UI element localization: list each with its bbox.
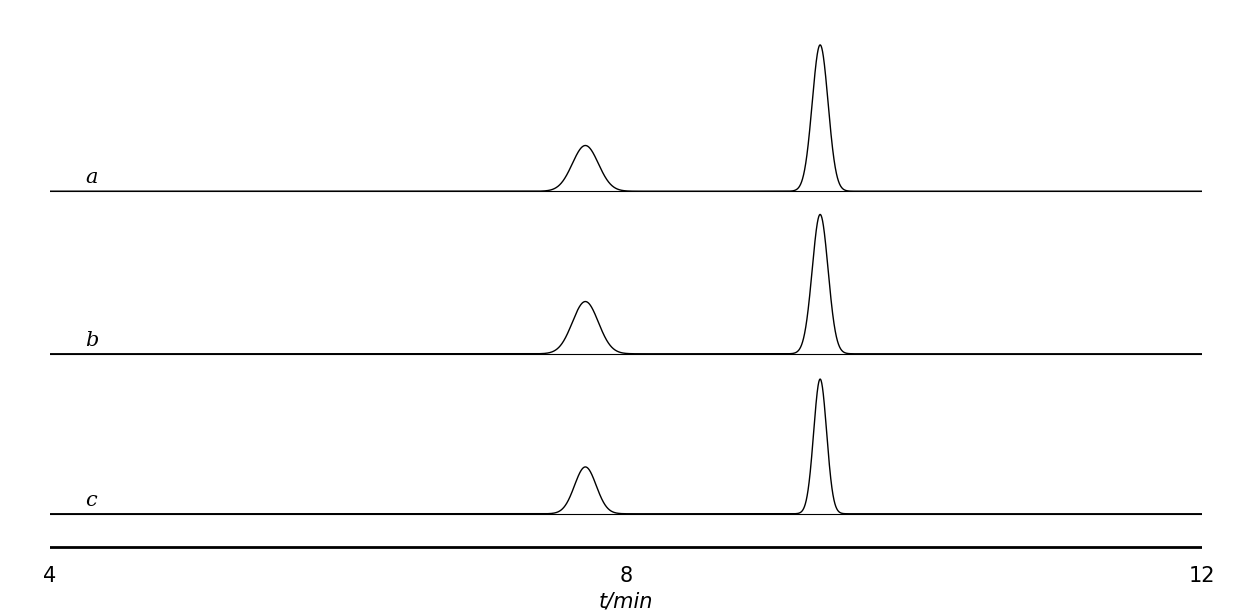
X-axis label: t/min: t/min (598, 591, 653, 611)
Text: b: b (85, 331, 99, 349)
Text: c: c (85, 491, 98, 510)
Text: a: a (85, 168, 98, 187)
